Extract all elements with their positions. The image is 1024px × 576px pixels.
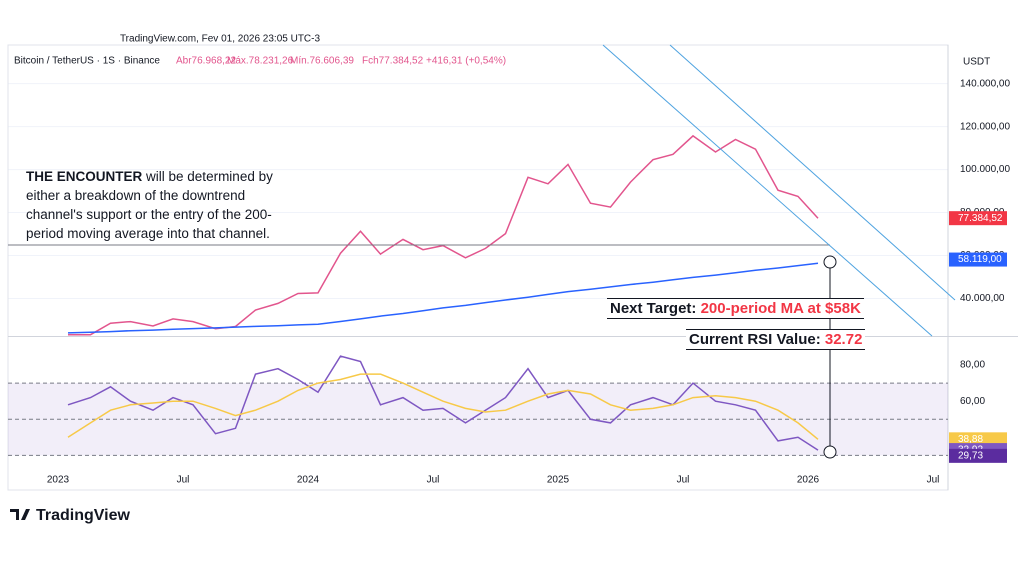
channel-lower <box>602 44 933 337</box>
price-tag <box>949 252 1007 267</box>
rsi-value: 32.72 <box>824 331 863 348</box>
series-line <box>67 373 819 440</box>
price-tag <box>949 432 1007 447</box>
rsi-label: Current RSI Value: <box>689 331 821 348</box>
y-tick-label: 60,00 <box>960 396 985 407</box>
y-tick-label: 100.000,00 <box>960 164 1010 175</box>
series-line <box>67 134 819 336</box>
x-tick-label: Jul <box>427 475 440 486</box>
marker <box>823 445 837 459</box>
annotation-text: will be determined by either a breakdown… <box>26 169 273 241</box>
high: Máx.78.231,26 <box>227 56 294 67</box>
annotation: THE ENCOUNTER will be determined by eith… <box>26 167 298 243</box>
logo: TradingView <box>36 507 131 524</box>
price-tag-label: 29,73 <box>958 450 983 461</box>
price-tag <box>949 448 1007 463</box>
open: Abr76.968,22 <box>176 56 236 67</box>
y-tick-label: 140.000,00 <box>960 78 1010 89</box>
target-value: 200-period MA at $58K <box>700 300 861 317</box>
annotation-bold: THE ENCOUNTER <box>26 169 143 184</box>
price-tag-label: 77.384,52 <box>958 213 1003 224</box>
channel-upper <box>669 44 956 301</box>
price-tag <box>949 211 1007 226</box>
x-tick-label: 2024 <box>297 475 320 486</box>
x-tick-label: Jul <box>927 475 940 486</box>
x-tick-label: Jul <box>677 475 690 486</box>
target-label: Next Target: <box>610 300 697 317</box>
target-box: Next Target: 200-period MA at $58K <box>607 298 864 319</box>
change: +416,31 (+0,54%) <box>426 56 506 67</box>
close: Fch77.384,52 <box>362 56 424 67</box>
x-tick-label: 2025 <box>547 475 570 486</box>
series-line <box>67 355 819 451</box>
x-tick-label: 2023 <box>47 475 70 486</box>
marker <box>823 255 837 269</box>
price-tag-label: 38,88 <box>958 434 983 445</box>
y-tick-label: 40.000,00 <box>960 293 1005 304</box>
x-tick-label: Jul <box>177 475 190 486</box>
source: TradingView.com, Fev 01, 2026 23:05 UTC-… <box>120 34 321 45</box>
series-line <box>67 262 819 334</box>
y-tick-label: 120.000,00 <box>960 121 1010 132</box>
currency: USDT <box>963 57 990 68</box>
symbol: Bitcoin / TetherUS · 1S · Binance <box>14 56 160 67</box>
low: Mín.76.606,39 <box>290 56 354 67</box>
logo-mark <box>10 509 30 520</box>
x-tick-label: 2026 <box>797 475 820 486</box>
price-tag-label: 58.119,00 <box>958 254 1002 265</box>
y-tick-label: 80,00 <box>960 360 985 371</box>
rsi-box: Current RSI Value: 32.72 <box>686 329 866 350</box>
